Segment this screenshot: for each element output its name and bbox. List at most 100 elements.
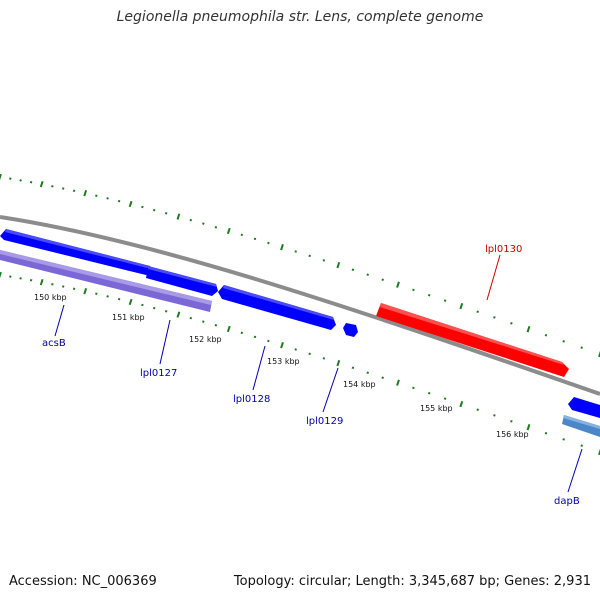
minor-tick — [294, 348, 297, 351]
label-leader-dapB — [567, 448, 583, 493]
major-tick — [396, 281, 400, 288]
gene-label-acsB[interactable]: acsB — [42, 338, 66, 349]
label-leader-acsB — [54, 304, 65, 337]
major-tick — [526, 424, 531, 431]
gene-arrow-lpl0127-hl — [148, 266, 217, 287]
major-tick — [176, 213, 181, 220]
outer-tick-ruler — [0, 173, 600, 358]
gene-arrow-lpl0130[interactable] — [376, 303, 569, 377]
minor-tick — [308, 352, 311, 356]
gene-arrow-lpl0129[interactable] — [343, 323, 358, 337]
minor-tick — [164, 310, 168, 313]
minor-tick — [443, 299, 447, 302]
minor-tick — [29, 278, 33, 282]
minor-tick — [476, 310, 479, 313]
gene-arrow-lpl0130-hl — [380, 303, 564, 365]
tick-label: 153 kbp — [267, 357, 300, 366]
minor-tick — [427, 293, 431, 297]
gene-arrow-acsB[interactable] — [0, 229, 152, 275]
tick-label: 155 kbp — [420, 404, 453, 413]
major-tick — [0, 271, 2, 279]
minor-tick — [322, 259, 326, 262]
gene-arrow-dapB[interactable] — [568, 397, 600, 418]
minor-tick — [580, 346, 583, 349]
minor-tick — [267, 339, 270, 343]
minor-tick — [351, 268, 355, 272]
minor-tick — [544, 431, 548, 435]
gene-arrow-lpl0128[interactable] — [218, 285, 336, 330]
gene-label-lpl0127[interactable]: lpl0127 — [140, 368, 177, 379]
minor-tick — [141, 303, 144, 307]
inner-tick-ruler — [0, 271, 600, 456]
major-tick — [0, 173, 2, 181]
gene-arrow-acsB-hl — [5, 229, 151, 269]
minor-tick — [562, 340, 565, 343]
minor-tick — [95, 194, 98, 197]
minor-tick — [294, 250, 297, 253]
minor-tick — [29, 180, 33, 184]
label-leader-lpl0127 — [159, 319, 171, 365]
minor-tick — [493, 414, 496, 417]
major-tick — [128, 298, 133, 306]
map-title: Legionella pneumophila str. Lens, comple… — [116, 9, 484, 25]
tick-label: 156 kbp — [496, 430, 529, 439]
minor-tick — [19, 277, 22, 280]
minor-tick — [117, 199, 121, 203]
gene-arrow-lpl0127[interactable] — [146, 266, 218, 296]
minor-tick — [443, 397, 447, 400]
major-tick — [336, 359, 341, 367]
major-tick — [526, 326, 531, 333]
minor-tick — [476, 408, 479, 411]
feature-bar-acsB-highlight — [0, 250, 212, 305]
minor-tick — [351, 366, 355, 370]
major-tick — [128, 200, 133, 208]
minor-tick — [61, 285, 65, 288]
minor-tick — [510, 322, 513, 325]
minor-tick — [366, 371, 369, 374]
minor-tick — [253, 237, 257, 241]
label-leader-lpl0130 — [486, 254, 501, 301]
minor-tick — [412, 288, 415, 292]
minor-tick — [61, 187, 65, 190]
minor-tick — [562, 438, 565, 441]
minor-tick — [117, 297, 121, 301]
major-tick — [280, 342, 284, 349]
minor-tick — [152, 306, 156, 310]
minor-tick — [19, 179, 22, 182]
major-tick — [39, 181, 44, 188]
minor-tick — [510, 420, 513, 423]
minor-tick — [267, 241, 270, 245]
minor-tick — [141, 205, 144, 209]
minor-tick — [95, 292, 98, 295]
minor-tick — [412, 386, 415, 390]
tick-label: 154 kbp — [343, 380, 376, 389]
gene-label-lpl0129[interactable]: lpl0129 — [306, 416, 343, 427]
minor-tick — [214, 324, 218, 327]
gene-label-lpl0130[interactable]: lpl0130 — [485, 244, 522, 255]
minor-tick — [308, 254, 311, 258]
minor-tick — [189, 316, 193, 320]
minor-tick — [72, 287, 76, 291]
minor-tick — [152, 208, 156, 212]
genome-summary-text: Topology: circular; Length: 3,345,687 bp… — [233, 574, 591, 589]
minor-tick — [106, 197, 109, 200]
minor-tick — [366, 273, 369, 276]
gene-label-lpl0128[interactable]: lpl0128 — [233, 394, 270, 405]
minor-tick — [493, 316, 496, 319]
minor-tick — [240, 331, 244, 335]
major-tick — [226, 325, 231, 333]
minor-tick — [381, 278, 384, 281]
minor-tick — [322, 357, 326, 360]
gene-arrow-lpl0128-hl — [223, 285, 334, 320]
minor-tick — [106, 295, 109, 298]
major-tick — [336, 261, 341, 269]
major-tick — [280, 244, 284, 251]
feature-bar-dapB-hl — [563, 415, 600, 429]
genome-backbone — [0, 215, 600, 396]
minor-tick — [427, 391, 431, 395]
major-tick — [226, 227, 231, 235]
gene-label-dapB[interactable]: dapB — [554, 496, 580, 507]
minor-tick — [164, 212, 168, 215]
